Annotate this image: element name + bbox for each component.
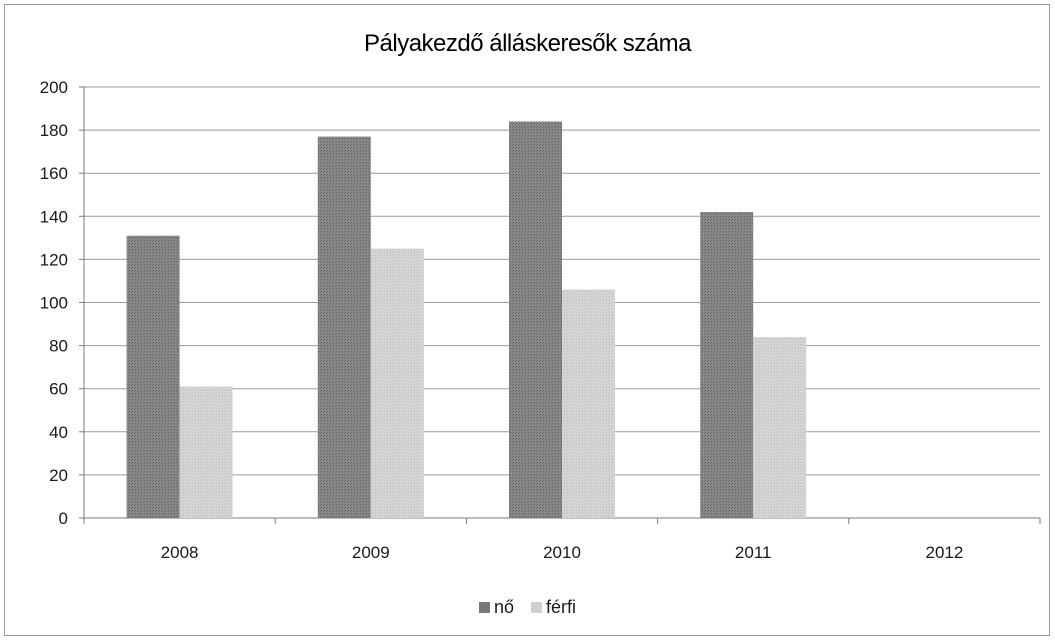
legend-swatch-series-1	[531, 602, 543, 613]
x-tick-label: 2011	[735, 543, 772, 562]
bar-series-1	[753, 336, 807, 518]
legend-item-series-1: férfi	[531, 597, 576, 618]
y-tick-label: 160	[40, 164, 68, 183]
legend-label-series-1: férfi	[546, 597, 577, 617]
legend-swatch-series-0	[478, 602, 490, 613]
bar-series-0	[317, 136, 371, 518]
x-tick-label: 2009	[352, 543, 390, 562]
y-tick-label: 40	[49, 423, 68, 442]
bar-series-1	[370, 248, 424, 518]
legend-label-series-0: nő	[493, 597, 514, 617]
x-tick-label: 2012	[925, 543, 963, 562]
bar-series-0	[700, 211, 754, 519]
bar-series-1	[179, 386, 233, 518]
legend-item-series-0: nő	[478, 597, 514, 618]
bar-series-1	[562, 289, 615, 518]
y-tick-label: 100	[40, 294, 68, 313]
y-tick-label: 140	[40, 207, 68, 226]
chart-title: Pályakezdő álláskeresők száma	[364, 30, 692, 57]
y-tick-label: 120	[40, 250, 68, 269]
y-tick-label: 180	[40, 121, 68, 140]
x-tick-label: 2010	[543, 543, 581, 562]
bar-series-0	[509, 121, 562, 518]
y-tick-label: 80	[49, 337, 68, 356]
y-tick-label: 20	[49, 466, 68, 485]
y-tick-label: 200	[40, 78, 68, 97]
bar-series-0	[126, 235, 180, 518]
x-tick-label: 2008	[161, 543, 199, 562]
y-tick-label: 0	[59, 509, 68, 528]
y-tick-label: 60	[49, 380, 68, 399]
legend: nő férfi	[0, 597, 1055, 618]
